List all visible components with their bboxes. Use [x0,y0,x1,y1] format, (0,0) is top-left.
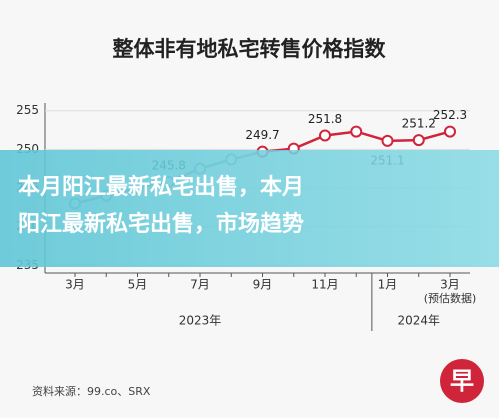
x-tick-label: 7月 [190,278,210,292]
x-tick-label: 1月 [378,278,398,292]
x-tick-label: 9月 [253,278,273,292]
banner-line: 本月阳江最新私宅出售，本月 [18,174,304,200]
point [319,129,331,142]
chart-title: 整体非有地私宅转售价格指数 [113,37,387,61]
point [350,125,363,138]
banner-bg [0,150,499,267]
y-tick-label: 255 [16,103,39,117]
value-label: 251.8 [308,112,342,126]
value-label: 252.3 [433,108,467,122]
year-label: 2023年 [179,314,222,328]
logo: 早 [450,367,474,395]
source: 资料来源：99.co、SRX [32,384,151,398]
year-label: 2024年 [397,314,440,328]
x-tick-label: 5月 [128,278,148,292]
banner-line: 阳江最新私宅出售，市场趋势 [18,211,304,237]
logo-circle [440,359,484,403]
point [444,125,456,138]
x-tick-label: 3月 [65,278,85,292]
annotation: (预估数据) [424,291,477,305]
point [381,134,394,147]
point [412,134,425,147]
value-label: 249.7 [245,128,279,142]
x-tick-label: 3月 [440,278,460,292]
x-tick-label: 11月 [311,278,338,292]
value-label: 251.2 [402,117,436,131]
